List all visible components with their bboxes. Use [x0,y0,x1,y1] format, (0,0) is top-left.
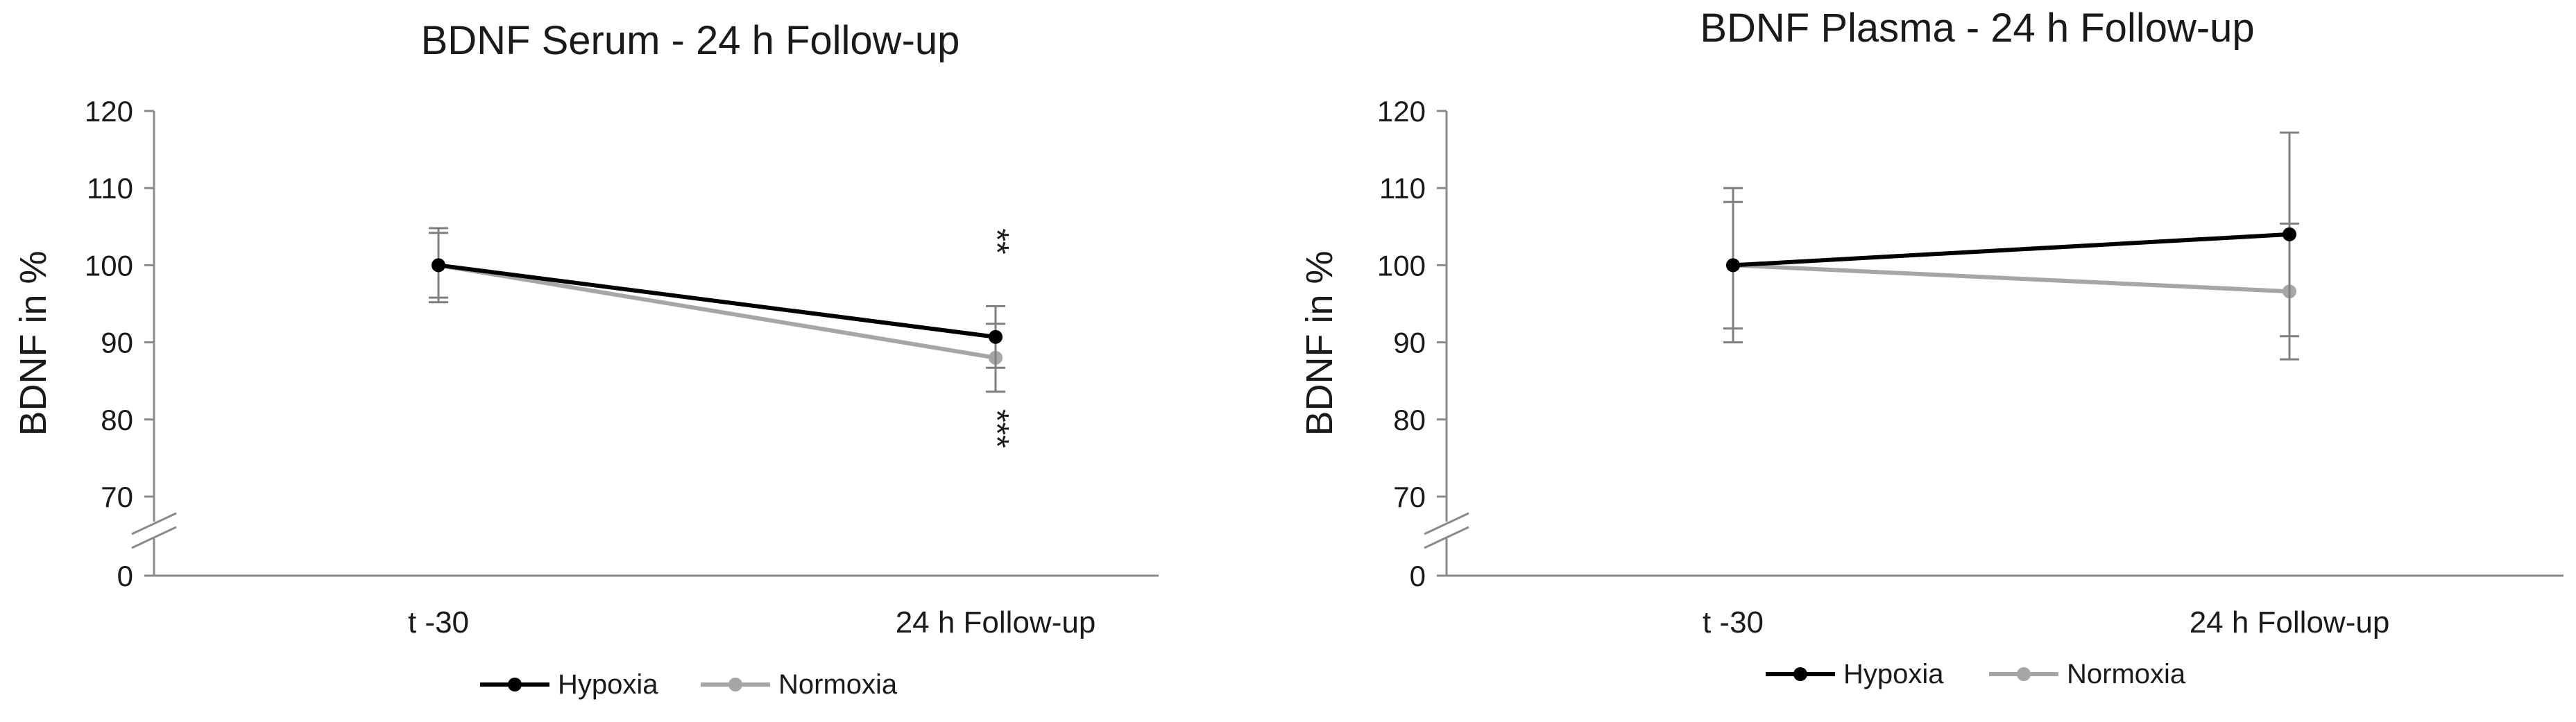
legend-swatch-marker [728,678,742,691]
chart-title: BDNF Serum - 24 h Follow-up [421,18,960,63]
legend-label: Normoxia [2067,659,2186,689]
legend-item-hypoxia: Hypoxia [480,669,658,700]
x-category-label: 24 h Follow-up [896,605,1096,639]
legend-item-hypoxia: Hypoxia [1766,659,1944,689]
data-point [432,258,445,273]
y-tick-label: 120 [1377,95,1426,128]
series-normoxia [429,227,1005,393]
x-category-label: 24 h Follow-up [2190,605,2390,639]
series-line [438,263,996,339]
axis-break-mark-1 [131,512,177,535]
y-tick-label: 70 [1393,481,1426,513]
legend: Hypoxia Normoxia [480,669,898,700]
axis-break-mark-1 [1424,512,1469,535]
axis-break-mark-2 [1424,526,1469,549]
y-tick-label: 80 [1393,404,1426,436]
legend-item-normoxia: Normoxia [1989,659,2186,689]
y-tick-label: 120 [85,95,133,128]
x-category-label: t -30 [1703,605,1764,639]
significance-annotation: ** [978,228,1015,254]
series-hypoxia [429,232,1005,369]
legend-label: Normoxia [778,669,898,700]
y-tick-label: 70 [101,481,133,513]
series-hypoxia [1723,131,2299,338]
legend-swatch-marker [1793,667,1807,681]
axis-break-mark-2 [131,526,177,549]
data-point [2283,227,2296,241]
legend-swatch-marker [2017,667,2031,681]
data-point [989,329,1003,344]
data-point [1726,258,1740,273]
y-tick-label: 90 [101,327,133,359]
series-line [438,263,996,360]
y-tick-label: 110 [87,172,133,205]
significance-annotation: *** [978,409,1015,448]
legend-label: Hypoxia [558,669,658,700]
y-tick-label: 0 [117,560,133,592]
x-category-label: t -30 [408,605,469,639]
legend: Hypoxia Normoxia [1766,659,2186,689]
chart-serum: BDNF Serum - 24 h Follow-up BDNF in % 0 70 8… [12,18,1159,700]
y-axis-label: BDNF in % [12,250,54,436]
series-line [1732,232,2290,268]
y-axis-label: BDNF in % [1299,250,1340,436]
series-normoxia [1723,187,2299,361]
y-tick-label: 90 [1393,327,1426,359]
y-tick-label: 100 [1377,249,1426,282]
chart-plasma: BDNF Plasma - 24 h Follow-up BDNF in % 0 70… [1299,6,2564,689]
y-axis [1424,111,1469,576]
chart-title: BDNF Plasma - 24 h Follow-up [1700,6,2254,51]
legend-label: Hypoxia [1843,659,1944,689]
y-tick-label: 80 [101,404,133,436]
y-tick-label: 110 [1379,172,1426,205]
legend-swatch-marker [508,678,522,691]
legend-item-normoxia: Normoxia [701,669,898,700]
y-tick-label: 0 [1410,560,1426,592]
series-line [1732,263,2290,294]
y-axis [131,111,177,576]
y-tick-label: 100 [85,249,133,282]
